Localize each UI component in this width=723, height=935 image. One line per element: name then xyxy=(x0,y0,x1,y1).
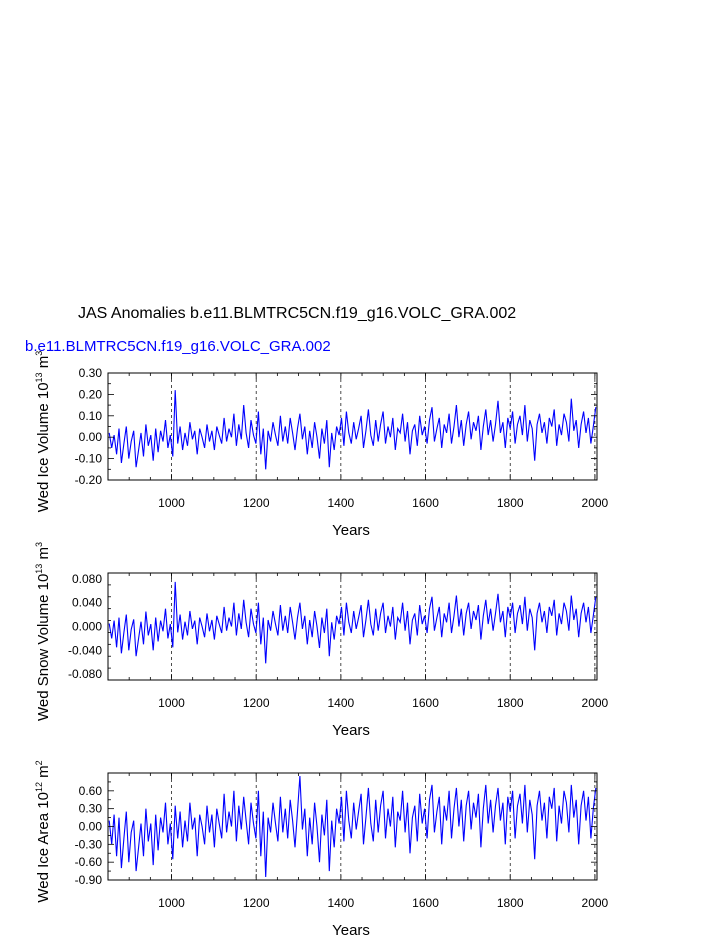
ice-area-ytick-label: -0.90 xyxy=(75,873,103,887)
snow-volume-xtick-label: 2000 xyxy=(582,696,609,710)
ice-area-ytick-label: 0.60 xyxy=(79,784,103,798)
snow-volume-xtick-label: 1000 xyxy=(158,696,185,710)
ice-volume-xaxis-label: Years xyxy=(332,522,370,539)
ice-volume-yaxis-label: Wed Ice Volume 1013 m3 xyxy=(34,351,52,513)
ice-volume-xtick-label: 1600 xyxy=(412,496,439,510)
ice-area-xtick-label: 1800 xyxy=(497,896,524,910)
snow-volume-plot-frame xyxy=(107,572,598,681)
ice-volume-series-line xyxy=(108,390,597,470)
snow-volume-xtick-label: 1800 xyxy=(497,696,524,710)
ice-volume-xtick-label: 1200 xyxy=(243,496,270,510)
ice-volume-ytick-label: -0.10 xyxy=(75,452,103,466)
ice-area-ytick-label: -0.60 xyxy=(75,855,103,869)
snow-volume-ytick-label: -0.080 xyxy=(68,667,102,681)
ice-volume-ytick-label: 0.30 xyxy=(79,366,103,380)
ice-area-yaxis-label: Wed Ice Area 1012 m2 xyxy=(34,760,52,902)
ice-area-xtick-label: 1000 xyxy=(158,896,185,910)
snow-volume-xtick-label: 1400 xyxy=(328,696,355,710)
ice-volume-ytick-label: -0.20 xyxy=(75,473,103,487)
ice-area-xtick-label: 1200 xyxy=(243,896,270,910)
snow-volume-panel: 1000 1200 1400 1600 1800 2000 -0.080 -0.040 0.00… xyxy=(34,542,609,739)
ice-volume-xtick-label: 1800 xyxy=(497,496,524,510)
ice-area-xtick-label: 1400 xyxy=(328,896,355,910)
ice-area-series-line xyxy=(108,775,597,878)
ice-area-xtick-label: 2000 xyxy=(582,896,609,910)
ice-area-ytick-label: -0.30 xyxy=(75,837,103,851)
snow-volume-yaxis-label: Wed Snow Volume 1013 m3 xyxy=(34,542,52,721)
ice-area-panel: 1000 1200 1400 1600 1800 2000 -0.90 -0.60 -0.30 0… xyxy=(34,760,609,935)
snow-volume-xtick-label: 1600 xyxy=(412,696,439,710)
snow-volume-ytick-label: 0.080 xyxy=(72,572,102,586)
snow-volume-ytick-label: -0.040 xyxy=(68,643,102,657)
snow-volume-xtick-label: 1200 xyxy=(243,696,270,710)
ice-area-xtick-label: 1600 xyxy=(412,896,439,910)
ice-volume-xtick-label: 2000 xyxy=(582,496,609,510)
ice-area-ytick-label: 0.00 xyxy=(79,820,103,834)
ice-volume-panel: 1000 1200 1400 1600 1800 2000 -0.20 -0.10 0.00 0.… xyxy=(34,351,609,539)
page-title: JAS Anomalies b.e11.BLMTRC5CN.f19_g16.VO… xyxy=(78,305,517,322)
snow-volume-xaxis-label: Years xyxy=(332,722,370,739)
ice-volume-ytick-label: 0.00 xyxy=(79,430,103,444)
ice-area-ytick-label: 0.30 xyxy=(79,802,103,816)
case-label: b.e11.BLMTRC5CN.f19_g16.VOLC_GRA.002 xyxy=(25,338,331,355)
snow-volume-ytick-label: 0.040 xyxy=(72,596,102,610)
ice-volume-xtick-label: 1000 xyxy=(158,496,185,510)
snow-volume-ytick-label: 0.000 xyxy=(72,620,102,634)
ice-volume-ytick-label: 0.20 xyxy=(79,387,103,401)
snow-volume-series-line xyxy=(108,581,597,664)
ice-volume-xtick-label: 1400 xyxy=(328,496,355,510)
ice-volume-ytick-label: 0.10 xyxy=(79,409,103,423)
ice-area-xaxis-label: Years xyxy=(332,922,370,935)
